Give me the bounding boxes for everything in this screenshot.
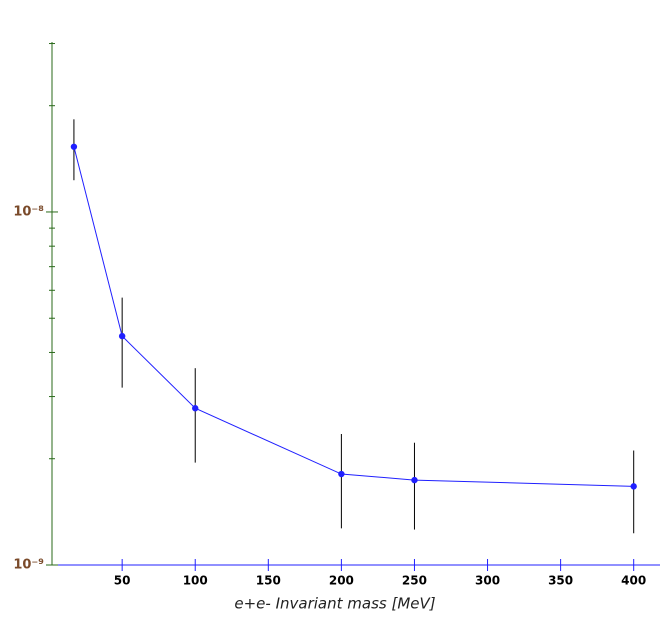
x-tick-label: 150	[256, 574, 281, 588]
x-tick-label: 250	[402, 574, 427, 588]
line	[73, 146, 634, 487]
point	[192, 405, 199, 412]
point	[70, 143, 78, 150]
x-tick-label: 50	[114, 574, 131, 588]
y-tick-label: 10⁻⁸	[13, 204, 44, 219]
point	[411, 476, 418, 484]
x-tick-label: 350	[548, 574, 573, 588]
point	[630, 483, 637, 490]
y-tick-label: 10⁻⁹	[13, 558, 44, 573]
x-tick-label: 100	[183, 574, 208, 588]
x-tick-label: 400	[621, 574, 646, 588]
point	[118, 332, 126, 340]
x-axis-label: e+e- Invariant mass [MeV]	[234, 595, 435, 613]
x-tick-label: 200	[329, 574, 354, 588]
point	[338, 470, 345, 478]
x-tick-label: 300	[475, 574, 500, 588]
